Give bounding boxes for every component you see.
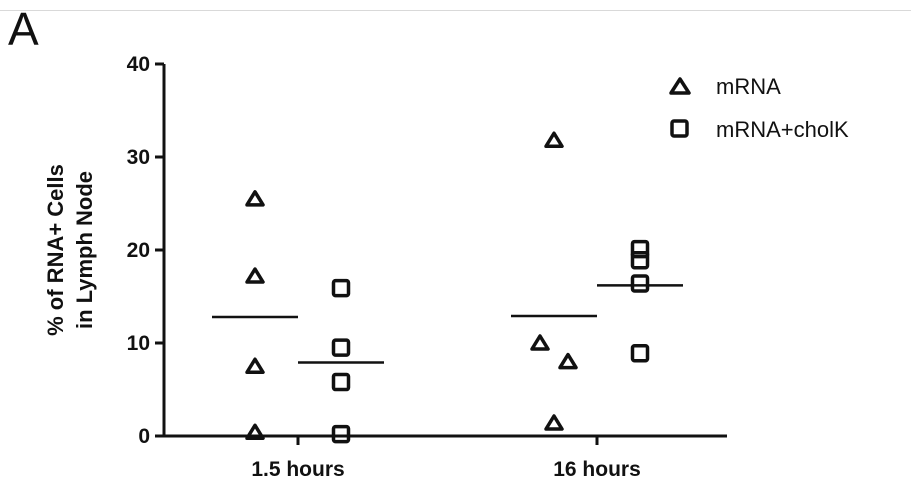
x-ticks: 1.5 hours 16 hours [251, 436, 641, 481]
y-tick-label: 0 [138, 425, 150, 448]
data-point-triangle [544, 131, 564, 149]
data-points [245, 131, 650, 444]
data-point-square [331, 338, 351, 357]
data-point-square [630, 343, 650, 363]
data-point-triangle [245, 190, 265, 207]
data-point-triangle [544, 414, 564, 431]
legend-square-marker [670, 119, 689, 138]
data-point-triangle [245, 267, 265, 284]
legend-label-mrna-cholk: mRNA+cholK [716, 117, 849, 142]
y-tick-label: 10 [127, 332, 150, 355]
x-tick-label: 16 hours [553, 458, 641, 481]
data-point-triangle [530, 334, 550, 351]
data-point-triangle [245, 357, 265, 374]
x-tick-label: 1.5 hours [251, 458, 344, 481]
legend-label-mrna: mRNA [716, 74, 781, 99]
mean-lines [212, 284, 683, 364]
legend: mRNA mRNA+cholK [669, 74, 849, 142]
legend-triangle-marker [669, 77, 691, 95]
y-tick-label: 40 [127, 53, 150, 76]
y-ticks: 0 10 20 30 40 [127, 53, 164, 448]
axes [162, 64, 727, 438]
data-point-square [630, 250, 650, 270]
data-point-triangle [558, 352, 578, 370]
data-point-square [630, 274, 650, 293]
y-axis-label-line-1: % of RNA+ Cells [43, 164, 68, 336]
data-point-square [331, 278, 351, 298]
data-point-square [630, 239, 650, 259]
y-axis-label-line-2: in Lymph Node [72, 171, 97, 329]
panel-label: A [8, 3, 39, 55]
data-point-square [331, 372, 351, 392]
y-tick-label: 20 [127, 239, 150, 262]
data-point-square [331, 424, 351, 444]
y-tick-label: 30 [127, 146, 150, 169]
data-point-triangle [245, 423, 265, 441]
top-border-line [0, 10, 911, 11]
